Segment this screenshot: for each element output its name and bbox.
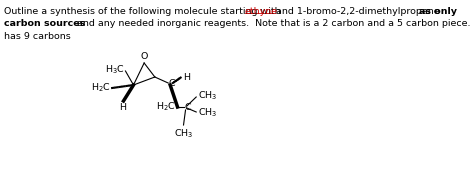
Text: H$_2$C: H$_2$C [156, 101, 176, 113]
Text: H: H [118, 103, 126, 112]
Text: has 9 carbons: has 9 carbons [4, 32, 71, 41]
Text: H: H [183, 72, 190, 81]
Text: ethyne: ethyne [245, 7, 278, 16]
Text: Outline a synthesis of the following molecule starting with: Outline a synthesis of the following mol… [4, 7, 283, 16]
Text: C: C [169, 79, 175, 88]
Text: as only: as only [419, 7, 457, 16]
Text: and any needed inorganic reagents.  Note that is a 2 carbon and a 5 carbon piece: and any needed inorganic reagents. Note … [74, 20, 474, 29]
Text: H$_2$C: H$_2$C [91, 82, 111, 94]
Text: CH$_3$: CH$_3$ [198, 90, 217, 102]
Text: carbon sources: carbon sources [4, 20, 85, 29]
Text: O: O [140, 52, 148, 61]
Text: CH$_3$: CH$_3$ [198, 107, 217, 119]
Text: CH$_3$: CH$_3$ [174, 127, 193, 139]
Text: C: C [184, 102, 191, 112]
Text: H$_3$C: H$_3$C [105, 64, 125, 76]
Text: and 1-bromo-2,2-dimethylpropane: and 1-bromo-2,2-dimethylpropane [273, 7, 443, 16]
